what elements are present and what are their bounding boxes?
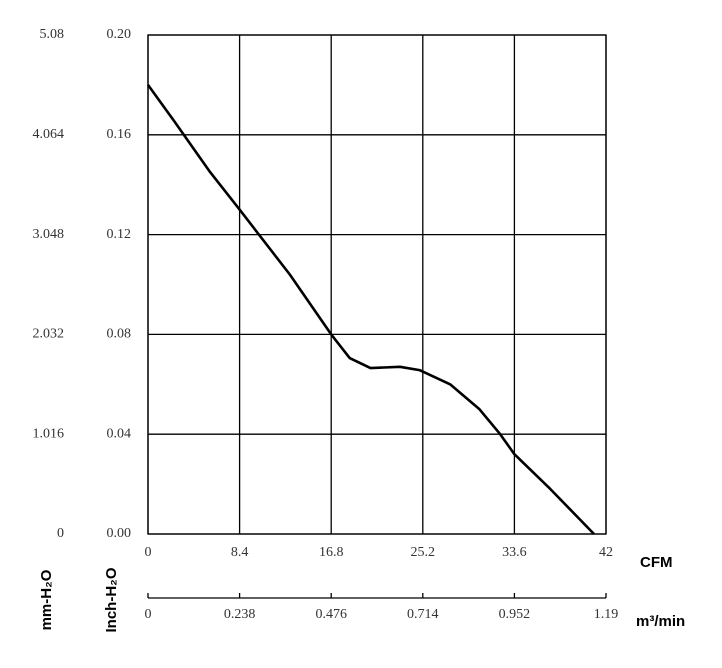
y-tick-label: 0.08 [107,327,132,342]
y2-tick-label: 5.08 [40,27,65,42]
x-tick-label: 16.8 [319,545,344,560]
x2-tick-label: 0.238 [224,607,256,622]
x-tick-label: 25.2 [411,545,436,560]
plot-frame [147,34,607,535]
y2-tick-label: 0 [57,526,64,541]
x-tick-label: 8.4 [231,545,249,560]
x-tick-label: 0 [145,545,152,560]
y2-tick-label: 3.048 [33,227,65,242]
y2-axis-title: mm-H₂O [38,569,55,630]
x-tick-label: 42 [599,545,613,560]
x2-tick-label: 0 [145,607,152,622]
y-axis-title: Inch-H₂O [103,567,120,632]
y-tick-label: 0.12 [107,227,132,242]
curve [146,84,595,535]
x2-axis-title: m³/min [636,613,685,630]
y2-tick-label: 1.016 [33,426,65,441]
y-tick-label: 0.16 [107,127,132,142]
x2-tick-label: 0.476 [315,607,347,622]
y2-tick-label: 4.064 [33,127,65,142]
x2-tick-label: 1.19 [594,607,619,622]
x-tick-label: 33.6 [502,545,527,560]
x2-tick-label: 0.952 [499,607,531,622]
y-tick-label: 0.20 [107,27,132,42]
x2-tick-label: 0.714 [407,607,439,622]
y2-tick-label: 2.032 [33,327,65,342]
y-tick-label: 0.04 [107,426,132,441]
x-axis-title: CFM [640,554,673,571]
y-tick-label: 0.00 [107,526,132,541]
